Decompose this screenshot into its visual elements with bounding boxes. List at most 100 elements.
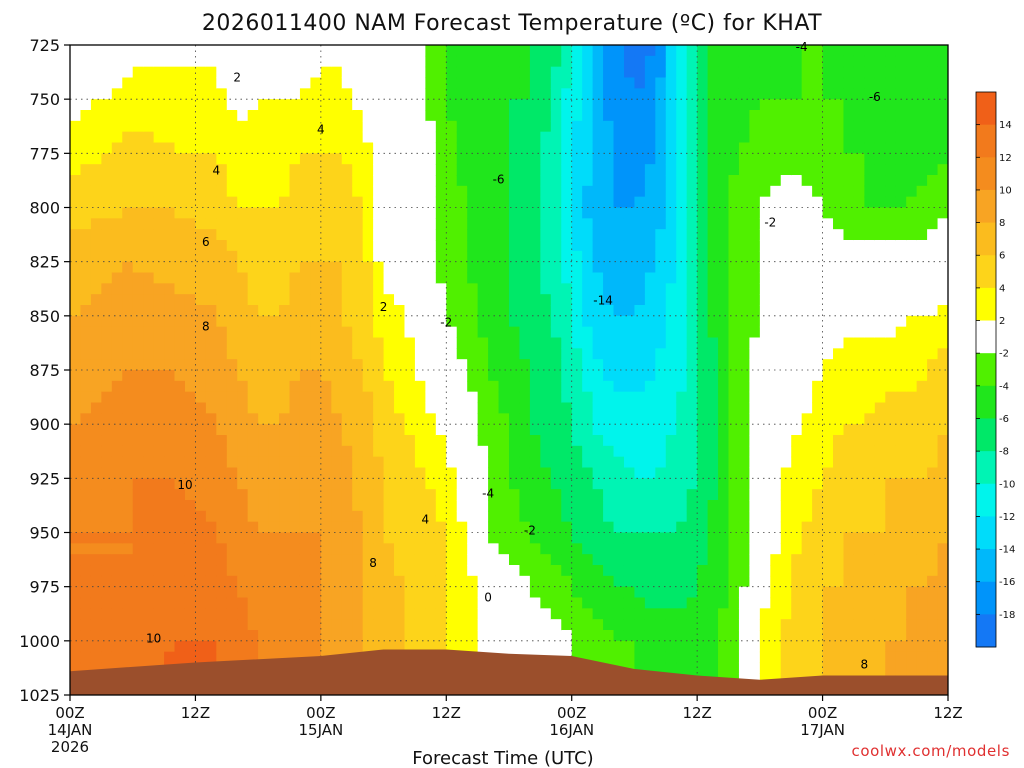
temperature-cell — [477, 445, 489, 458]
temperature-cell — [550, 424, 562, 436]
temperature-cell — [247, 435, 259, 447]
temperature-cell — [122, 619, 134, 631]
temperature-cell — [446, 500, 458, 512]
temperature-cell — [540, 586, 552, 599]
temperature-cell — [477, 66, 489, 79]
temperature-cell — [801, 402, 813, 414]
temperature-cell — [791, 315, 803, 328]
temperature-cell — [676, 413, 688, 425]
temperature-cell — [414, 608, 426, 620]
temperature-cell — [644, 565, 656, 577]
temperature-cell — [906, 99, 918, 111]
temperature-cell — [414, 164, 426, 176]
temperature-cell — [697, 142, 709, 154]
temperature-cell — [770, 45, 782, 57]
temperature-cell — [341, 164, 353, 176]
temperature-cell — [331, 575, 343, 588]
temperature-cell — [174, 305, 186, 317]
temperature-cell — [833, 326, 845, 339]
temperature-cell — [498, 326, 510, 339]
temperature-cell — [582, 575, 594, 588]
temperature-cell — [80, 175, 92, 187]
temperature-cell — [634, 315, 646, 328]
temperature-cell — [561, 142, 573, 154]
temperature-cell — [738, 445, 750, 458]
temperature-cell — [111, 445, 123, 458]
temperature-cell — [279, 630, 291, 642]
temperature-cell — [582, 608, 594, 620]
temperature-cell — [519, 435, 531, 447]
temperature-cell — [885, 305, 897, 317]
temperature-cell — [833, 543, 845, 555]
temperature-cell — [812, 66, 824, 79]
temperature-cell — [812, 608, 824, 620]
temperature-cell — [425, 77, 437, 89]
temperature-cell — [571, 532, 583, 544]
temperature-cell — [718, 348, 730, 360]
temperature-cell — [843, 402, 855, 414]
temperature-cell — [237, 478, 249, 490]
temperature-cell — [540, 45, 552, 57]
temperature-cell — [906, 348, 918, 360]
temperature-cell — [749, 175, 761, 187]
temperature-cell — [362, 110, 374, 122]
temperature-cell — [425, 261, 437, 274]
temperature-cell — [592, 445, 604, 458]
temperature-cell — [738, 435, 750, 447]
temperature-cell — [634, 164, 646, 176]
temperature-cell — [488, 543, 500, 555]
temperature-cell — [582, 619, 594, 631]
temperature-cell — [70, 77, 82, 89]
temperature-cell — [770, 88, 782, 100]
temperature-cell — [644, 337, 656, 349]
temperature-cell — [237, 489, 249, 501]
temperature-cell — [70, 370, 82, 382]
temperature-cell — [237, 500, 249, 512]
temperature-cell — [916, 283, 928, 295]
temperature-cell — [164, 272, 176, 284]
temperature-cell — [592, 478, 604, 490]
temperature-cell — [153, 45, 165, 57]
temperature-cell — [644, 402, 656, 414]
temperature-cell — [446, 207, 458, 219]
temperature-cell — [341, 640, 353, 653]
temperature-cell — [373, 77, 385, 89]
temperature-cell — [258, 565, 270, 577]
temperature-cell — [310, 294, 322, 306]
temperature-cell — [456, 402, 468, 414]
temperature-cell — [561, 326, 573, 339]
temperature-cell — [195, 359, 207, 371]
temperature-cell — [655, 250, 667, 263]
temperature-cell — [759, 673, 771, 685]
temperature-cell — [205, 510, 217, 523]
temperature-cell — [467, 283, 479, 295]
temperature-cell — [791, 175, 803, 187]
temperature-cell — [697, 445, 709, 458]
temperature-cell — [801, 283, 813, 295]
temperature-cell — [676, 305, 688, 317]
temperature-cell — [111, 370, 123, 382]
temperature-cell — [509, 597, 521, 609]
temperature-cell — [467, 565, 479, 577]
temperature-cell — [488, 445, 500, 458]
temperature-cell — [101, 142, 113, 154]
temperature-cell — [352, 240, 364, 252]
temperature-cell — [111, 250, 123, 263]
temperature-cell — [561, 283, 573, 295]
temperature-cell — [916, 315, 928, 328]
temperature-cell — [864, 619, 876, 631]
temperature-cell — [770, 489, 782, 501]
temperature-cell — [122, 283, 134, 295]
temperature-cell — [299, 554, 311, 566]
temperature-cell — [467, 207, 479, 219]
temperature-cell — [843, 153, 855, 165]
temperature-cell — [352, 283, 364, 295]
temperature-cell — [697, 435, 709, 447]
temperature-cell — [812, 575, 824, 588]
temperature-cell — [70, 640, 82, 653]
temperature-cell — [122, 131, 134, 144]
temperature-cell — [676, 207, 688, 219]
temperature-cell — [299, 370, 311, 382]
temperature-cell — [561, 391, 573, 404]
